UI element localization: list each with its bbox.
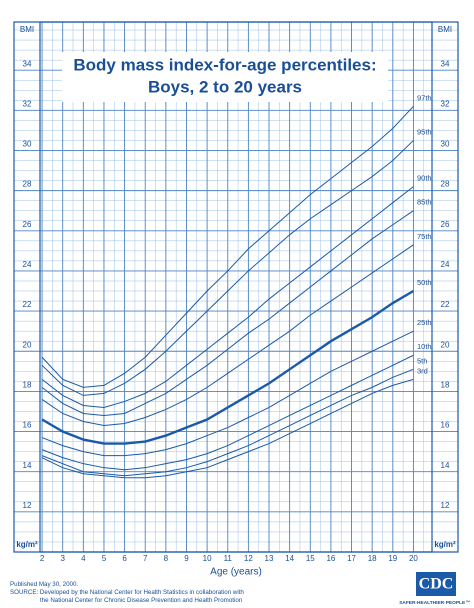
y-axis-unit: kg/m²: [16, 540, 38, 549]
tagline: SAFER·HEALTHIER·PEOPLE™: [399, 600, 470, 606]
y-tick-label: 34: [441, 59, 450, 68]
chart-title: Body mass index-for-age percentiles:: [73, 55, 376, 74]
percentile-label: 90th: [417, 174, 432, 183]
x-tick-label: 15: [306, 554, 315, 563]
percentile-label: 95th: [417, 127, 432, 136]
y-axis-label: BMI: [438, 25, 452, 34]
y-axis-label: BMI: [20, 25, 34, 34]
y-tick-label: 34: [23, 59, 32, 68]
x-tick-label: 7: [143, 554, 148, 563]
y-tick-label: 14: [441, 461, 450, 470]
y-tick-label: 30: [23, 140, 32, 149]
x-tick-label: 10: [203, 554, 212, 563]
percentile-curve: [41, 210, 414, 416]
percentile-curve: [41, 105, 414, 388]
percentile-curve: [41, 186, 414, 408]
percentile-label: 10th: [417, 342, 432, 351]
x-tick-label: 5: [102, 554, 107, 563]
y-tick-label: 12: [23, 501, 32, 510]
y-tick-label: 20: [441, 340, 450, 349]
y-tick-label: 18: [23, 381, 32, 390]
x-tick-label: 19: [388, 554, 397, 563]
x-tick-label: 9: [184, 554, 189, 563]
x-tick-label: 20: [409, 554, 418, 563]
y-axis-unit: kg/m²: [434, 540, 456, 549]
y-tick-label: 14: [23, 461, 32, 470]
x-tick-label: 14: [285, 554, 294, 563]
y-tick-label: 22: [441, 300, 450, 309]
y-tick-label: 16: [441, 421, 450, 430]
x-tick-label: 11: [224, 554, 233, 563]
source: the National Center for Chronic Disease …: [40, 597, 243, 604]
x-tick-label: 3: [60, 554, 65, 563]
x-axis-label: Age (years): [210, 567, 262, 578]
source: SOURCE: Developed by the National Center…: [10, 589, 244, 596]
x-tick-label: 4: [81, 554, 86, 563]
y-tick-label: 26: [441, 220, 450, 229]
x-tick-label: 2: [40, 554, 45, 563]
published: Published May 30, 2000.: [10, 581, 78, 588]
y-tick-label: 22: [23, 300, 32, 309]
plot-frame: [39, 21, 433, 553]
percentile-label: 85th: [417, 198, 432, 207]
percentile-label: 3rd: [417, 366, 428, 375]
x-tick-label: 12: [244, 554, 253, 563]
percentile-label: 97th: [417, 93, 432, 102]
logo-box: [416, 572, 456, 596]
grid: [14, 22, 458, 553]
y-tick-label: 30: [441, 140, 450, 149]
y-tick-label: 18: [441, 381, 450, 390]
percentile-label: 50th: [417, 278, 432, 287]
x-tick-label: 18: [368, 554, 377, 563]
y-tick-label: 28: [23, 180, 32, 189]
x-tick-label: 8: [164, 554, 169, 563]
x-tick-label: 17: [347, 554, 356, 563]
percentile-curve: [41, 354, 414, 471]
percentile-label: 75th: [417, 232, 432, 241]
percentile-curve: [41, 368, 414, 477]
percentile-curve: [41, 378, 414, 479]
y-tick-label: 32: [23, 99, 32, 108]
y-tick-label: 32: [441, 99, 450, 108]
y-tick-label: 16: [23, 421, 32, 430]
y-tick-label: 20: [23, 340, 32, 349]
y-tick-label: 26: [23, 220, 32, 229]
percentile-label: 5th: [417, 356, 427, 365]
chart-subtitle: Boys, 2 to 20 years: [148, 77, 302, 96]
y-tick-label: 12: [441, 501, 450, 510]
percentile-curve: [41, 244, 414, 427]
percentile-label: 25th: [417, 318, 432, 327]
logo: CDC: [419, 576, 454, 593]
x-tick-label: 16: [326, 554, 335, 563]
y-tick-label: 28: [441, 180, 450, 189]
x-tick-label: 6: [122, 554, 127, 563]
percentile-curve: [41, 330, 414, 457]
x-tick-label: 13: [265, 554, 274, 563]
title-box: [62, 52, 388, 102]
percentile-curve: [41, 140, 414, 396]
percentile-curve: [41, 289, 415, 445]
y-tick-label: 24: [441, 260, 450, 269]
y-tick-label: 24: [23, 260, 32, 269]
